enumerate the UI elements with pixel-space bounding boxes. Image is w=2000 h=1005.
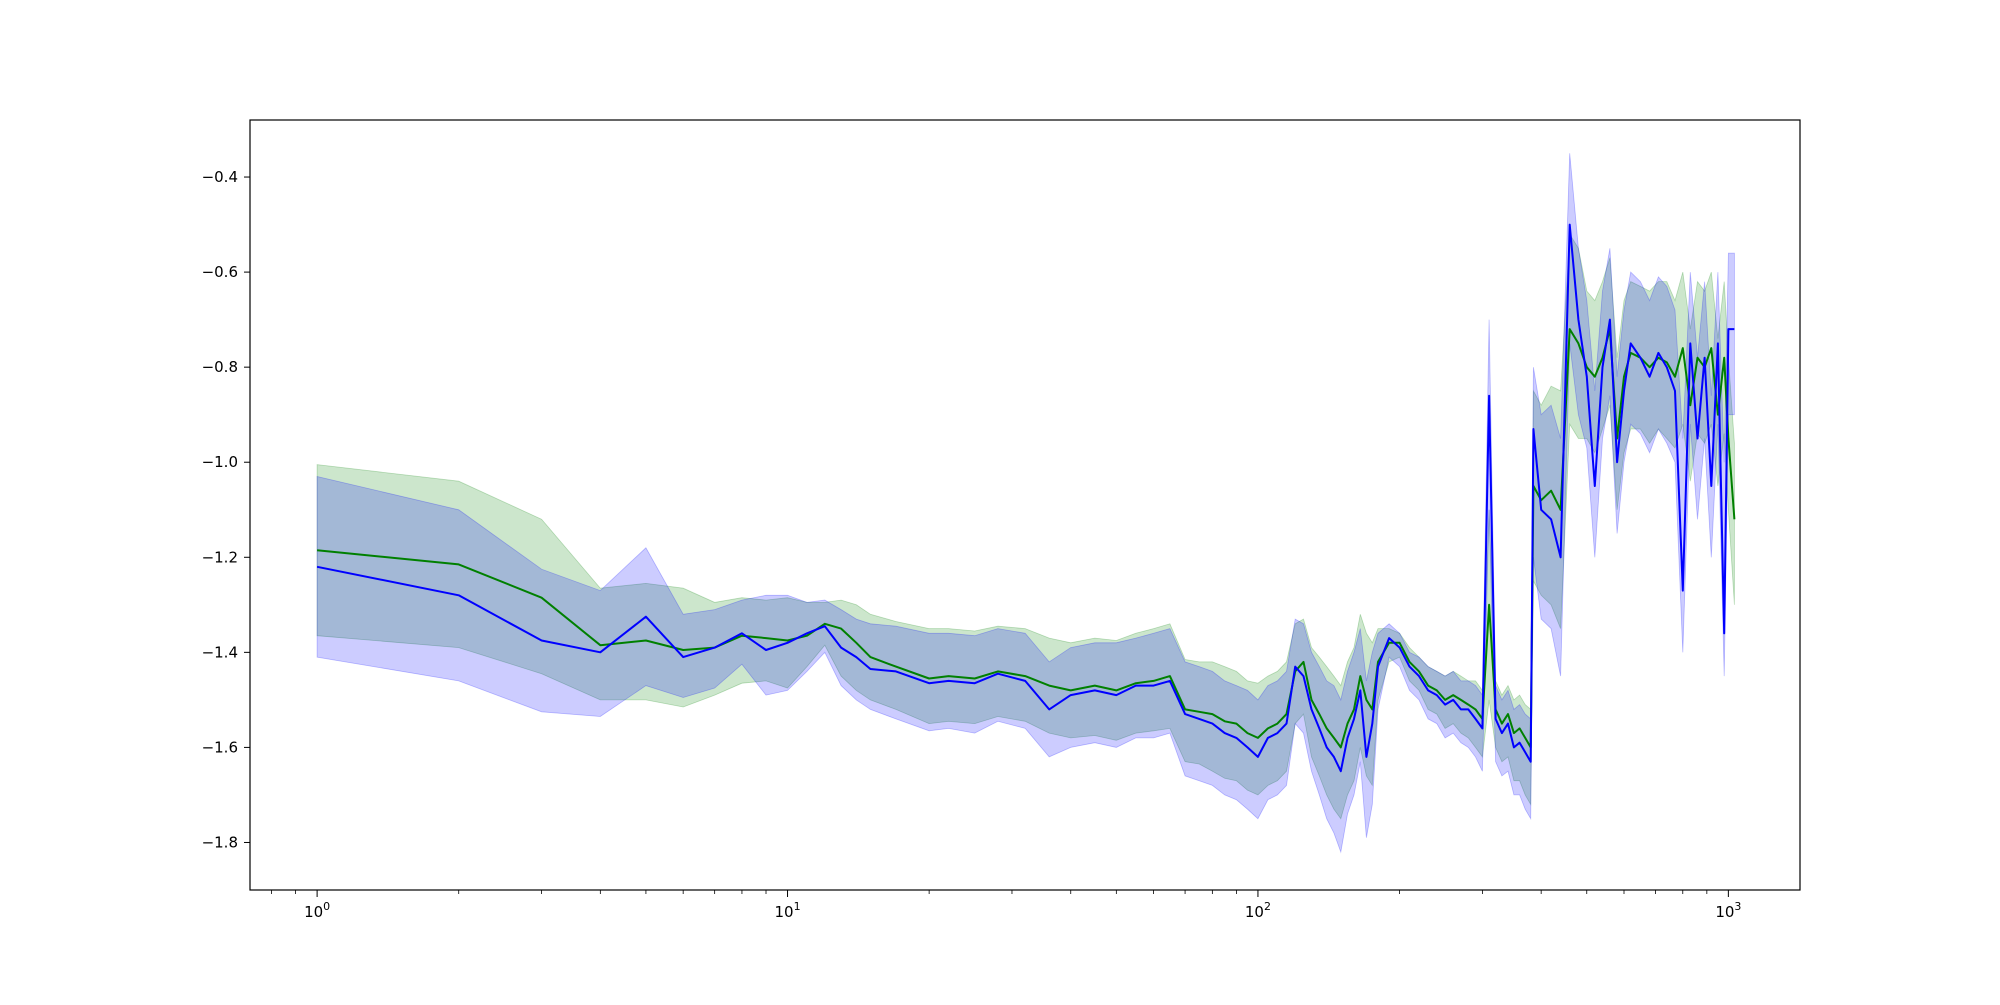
series-2-line xyxy=(316,223,1735,773)
y-axis-ticks: −1.8 −1.6 −1.4 −1.2 −1.0 −0.8 −0.6 −0.4 xyxy=(202,168,250,851)
y-tick-label: −0.6 xyxy=(202,263,238,281)
series-lines xyxy=(316,223,1736,773)
y-tick-label: −1.8 xyxy=(202,833,238,851)
plot-frame xyxy=(249,119,1801,891)
x-tick-label: 100 xyxy=(304,900,330,921)
y-tick-label: −1.6 xyxy=(202,738,238,756)
x-tick-label: 101 xyxy=(774,900,800,921)
x-tick-label: 102 xyxy=(1245,900,1271,921)
y-tick-label: −1.0 xyxy=(202,453,238,471)
series-1-band xyxy=(316,232,1735,820)
y-tick-label: −1.4 xyxy=(202,643,238,661)
y-tick-label: −0.4 xyxy=(202,168,238,186)
x-tick-label: 103 xyxy=(1715,900,1741,921)
series-2-band xyxy=(316,153,1735,854)
y-tick-label: −0.8 xyxy=(202,358,238,376)
confidence-bands xyxy=(316,153,1735,854)
y-tick-label: −1.2 xyxy=(202,548,238,566)
x-axis-ticks: 100 101 102 103 xyxy=(271,890,1741,921)
